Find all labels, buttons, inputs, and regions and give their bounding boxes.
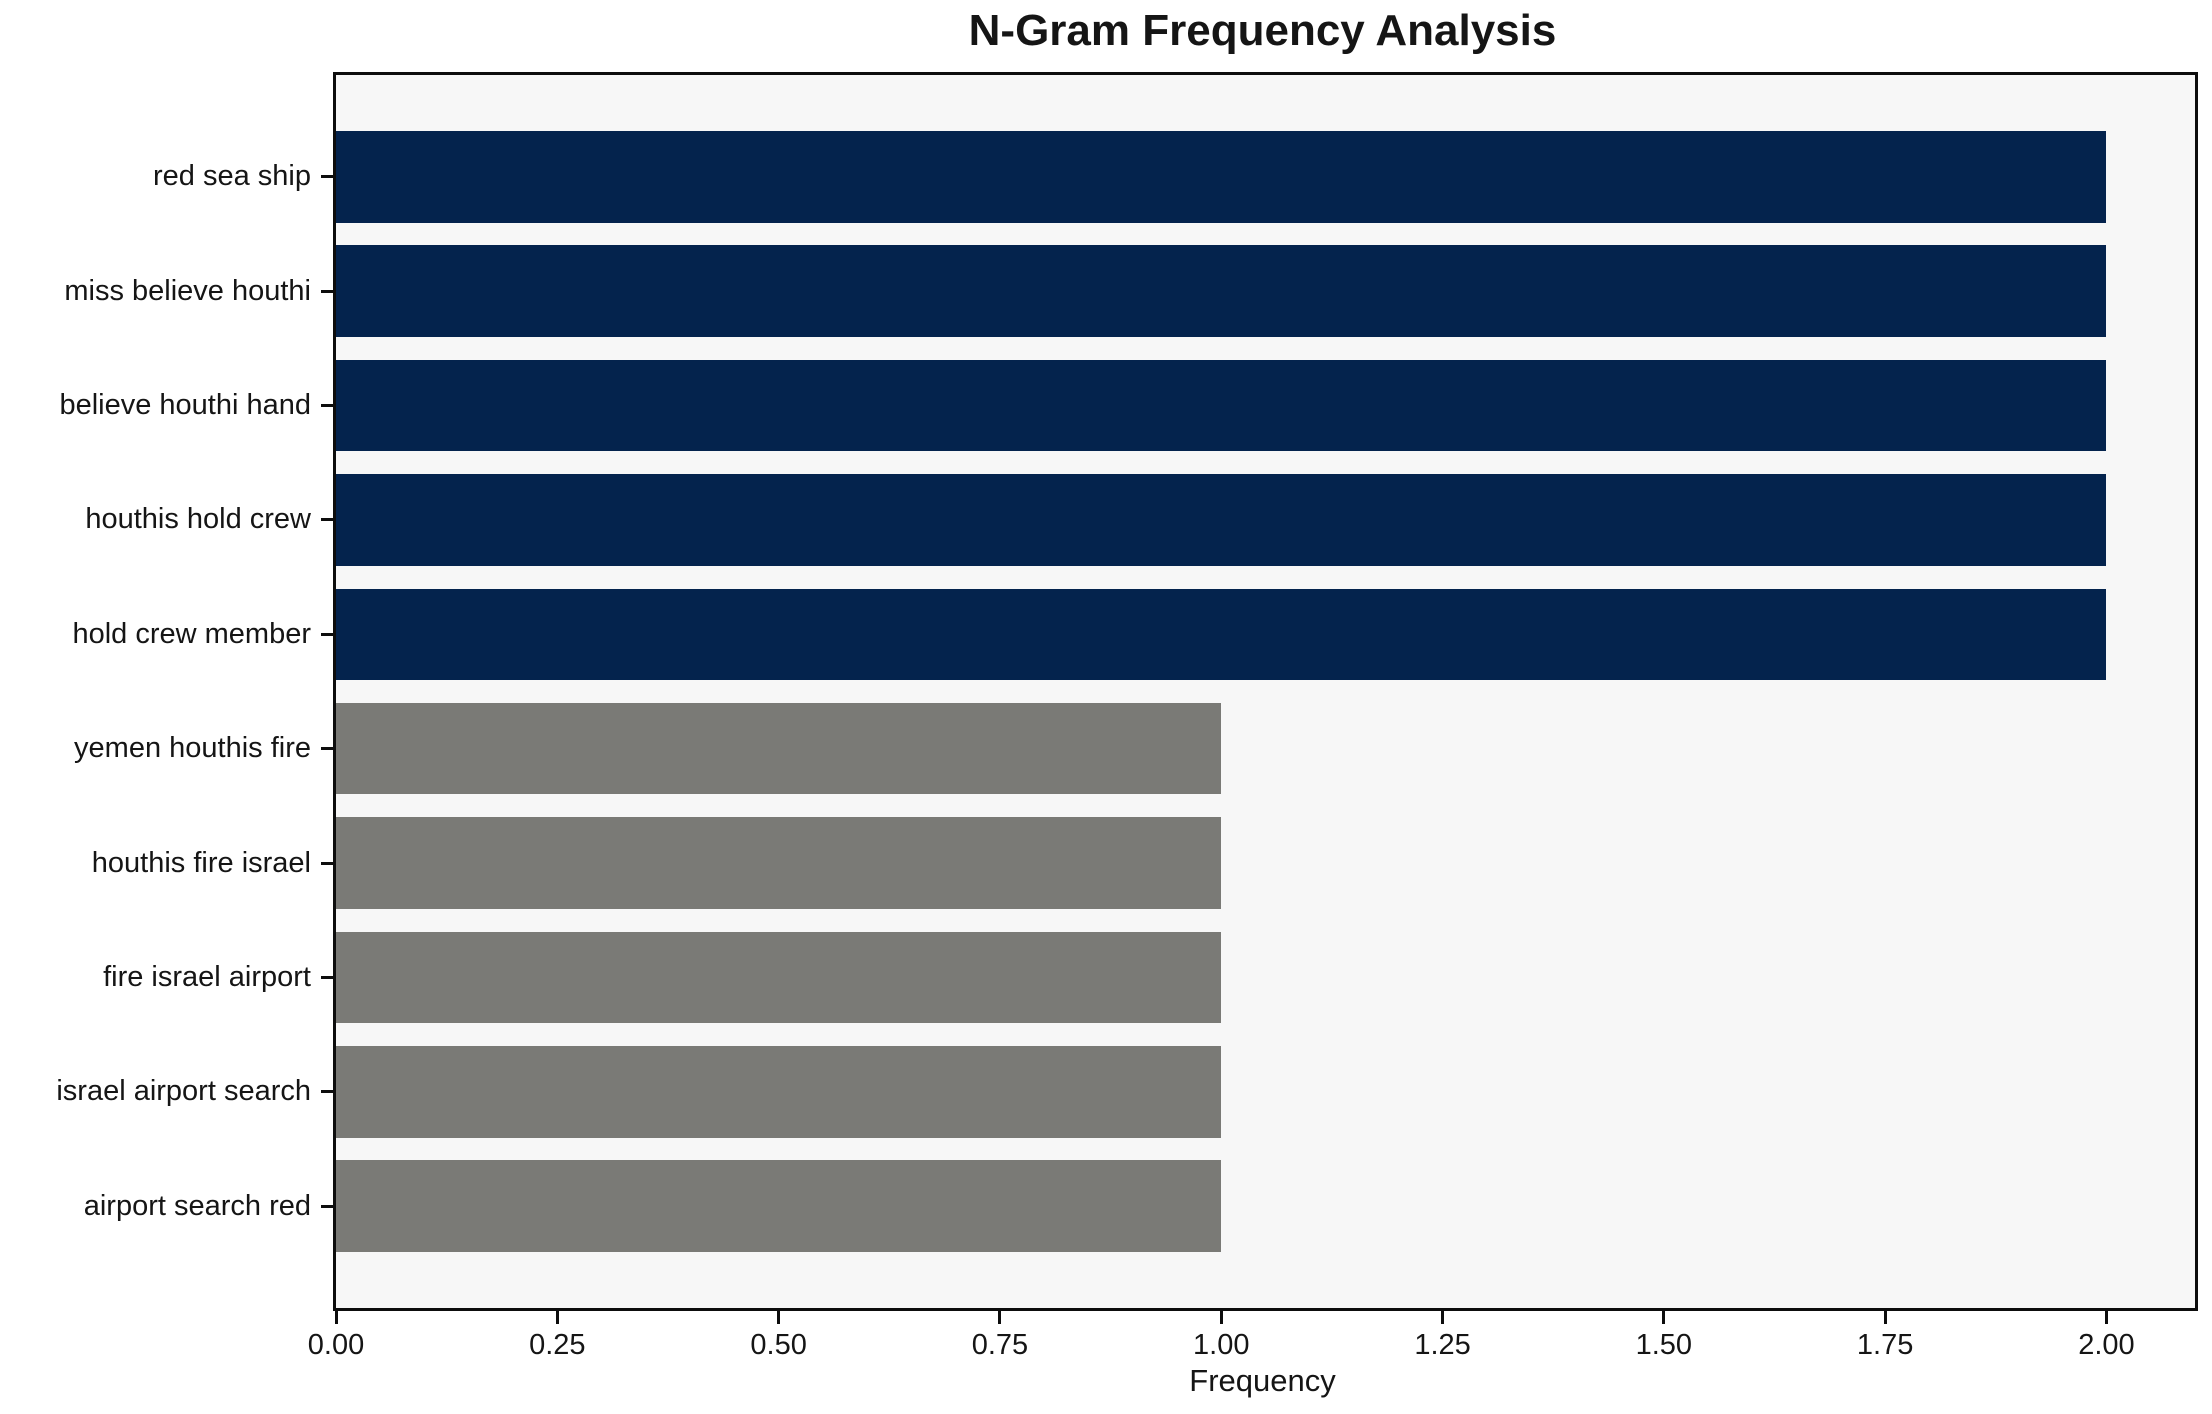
x-tick-label: 1.50 xyxy=(1635,1329,1693,1361)
y-tick-label: fire israel airport xyxy=(103,960,311,993)
y-tick-mark xyxy=(321,404,333,408)
bar-houthis-hold-crew xyxy=(336,474,2107,566)
x-tick-label: 0.50 xyxy=(750,1329,807,1361)
y-tick-label: miss believe houthi xyxy=(64,274,311,307)
x-tick-label: 2.00 xyxy=(2078,1329,2135,1361)
bar-fire-israel-airport xyxy=(336,931,1222,1024)
y-tick-label: yemen houthis fire xyxy=(74,732,311,765)
y-tick-mark xyxy=(321,518,333,522)
bar-hold-crew-member xyxy=(336,588,2107,681)
bar-believe-houthi-hand xyxy=(336,359,2107,452)
y-tick-label: airport search red xyxy=(83,1189,311,1222)
x-tick-label: 1.25 xyxy=(1414,1329,1471,1361)
x-tick-mark xyxy=(2104,1311,2108,1324)
bar-israel-airport-search xyxy=(336,1046,1222,1138)
y-tick-label: red sea ship xyxy=(153,160,311,193)
x-tick-label: 1.75 xyxy=(1856,1329,1914,1361)
y-tick-label: houthis fire israel xyxy=(91,846,311,879)
x-tick-mark xyxy=(1662,1311,1666,1324)
y-tick-mark xyxy=(321,747,333,751)
y-tick-mark xyxy=(321,861,333,865)
x-tick-label: 1.00 xyxy=(1193,1329,1250,1361)
y-tick-mark xyxy=(321,1090,333,1094)
bar-miss-believe-houthi xyxy=(336,245,2107,337)
bar-houthis-fire-israel xyxy=(336,817,1222,909)
bar-airport-search-red xyxy=(336,1160,1222,1252)
chart-title: N-Gram Frequency Analysis xyxy=(968,6,1557,55)
plot-area xyxy=(333,72,2198,1311)
bar-yemen-houthis-fire xyxy=(336,702,1222,795)
x-tick-mark xyxy=(1883,1311,1887,1324)
x-tick-label: 0.25 xyxy=(529,1329,586,1361)
y-tick-label: houthis hold crew xyxy=(85,503,311,536)
y-tick-mark xyxy=(321,1204,333,1208)
x-tick-mark xyxy=(777,1311,781,1324)
x-tick-label: 0.00 xyxy=(307,1329,365,1361)
x-tick-mark xyxy=(1219,1311,1223,1324)
x-tick-mark xyxy=(555,1311,559,1324)
x-tick-mark xyxy=(1441,1311,1445,1324)
y-tick-label: hold crew member xyxy=(72,617,311,650)
y-tick-mark xyxy=(321,975,333,979)
bar-red-sea-ship xyxy=(336,131,2107,223)
y-tick-mark xyxy=(321,632,333,636)
y-tick-mark xyxy=(321,175,333,179)
y-tick-mark xyxy=(321,289,333,293)
x-axis-title: Frequency xyxy=(1189,1363,1336,1398)
x-tick-mark xyxy=(998,1311,1002,1324)
x-tick-label: 0.75 xyxy=(971,1329,1029,1361)
y-tick-label: believe houthi hand xyxy=(59,389,311,422)
x-tick-mark xyxy=(334,1311,338,1324)
y-tick-label: israel airport search xyxy=(56,1075,311,1108)
